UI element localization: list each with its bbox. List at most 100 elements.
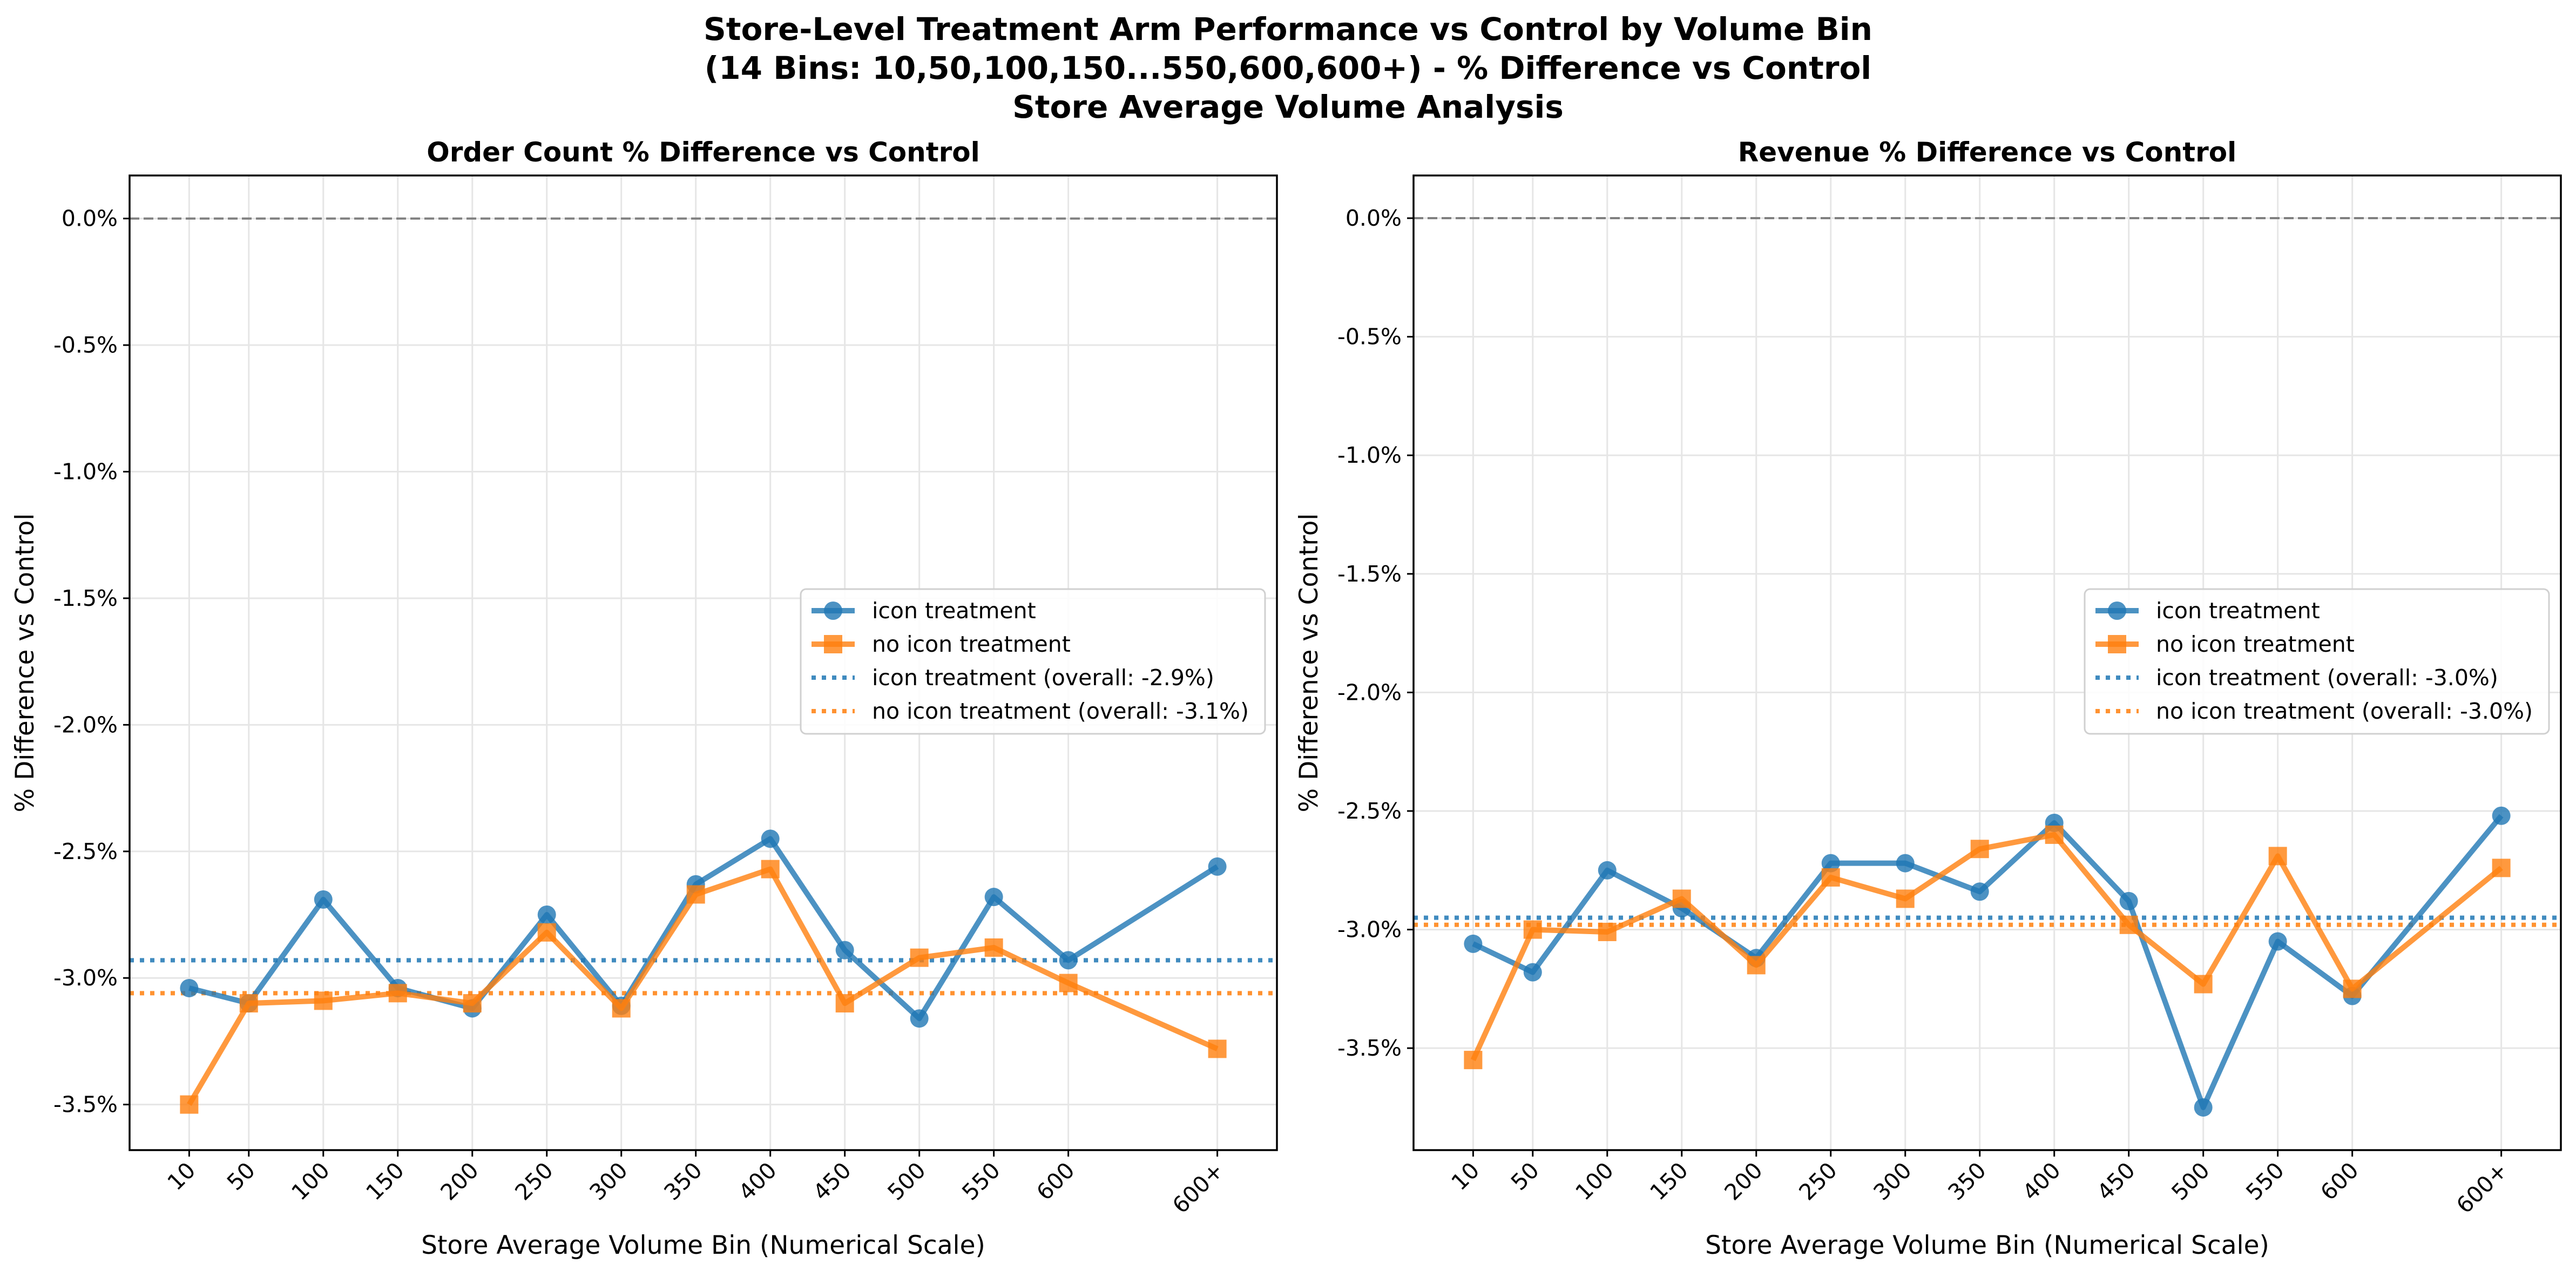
x-tick-label-600+: 600+ xyxy=(2451,1157,2513,1219)
data-point-no-icon-10 xyxy=(180,1095,199,1114)
y-tick-label-6: -3.0% xyxy=(1337,917,1402,943)
x-tick-label-450: 450 xyxy=(2092,1157,2140,1205)
series-line-no-icon xyxy=(1470,832,2503,1062)
legend-label-no-icon-overall: no icon treatment (overall: -3.1%) xyxy=(872,698,1249,724)
y-axis-label: % Difference vs Control xyxy=(10,513,40,813)
chart-title: Order Count % Difference vs Control xyxy=(427,137,980,168)
chart-panel-2: 0.0% -0.5% -1.0% -1.5% -2.0% -2.5% -3.0% -3.5% 1… xyxy=(1294,137,2562,1260)
x-tick-label-500: 500 xyxy=(882,1157,930,1205)
x-tick-label-50: 50 xyxy=(1506,1157,1544,1195)
data-point-icon-450 xyxy=(835,941,854,960)
x-tick-label-200: 200 xyxy=(436,1157,484,1205)
x-tick-label-100: 100 xyxy=(287,1157,335,1205)
data-point-no-icon-600 xyxy=(1059,974,1078,992)
x-tick-label-150: 150 xyxy=(1645,1157,1693,1205)
y-tick-label-5: -2.5% xyxy=(1337,798,1402,824)
data-point-no-icon-150 xyxy=(388,984,407,1003)
legend-label-icon-overall: icon treatment (overall: -3.0%) xyxy=(2156,665,2498,691)
x-tick-label-500: 500 xyxy=(2166,1157,2214,1205)
legend-label-no-icon: no icon treatment xyxy=(2156,631,2355,657)
x-tick-label-600: 600 xyxy=(2315,1157,2363,1205)
data-point-no-icon-100 xyxy=(1598,922,1617,941)
legend: icon treatment no icon treatment icon trea… xyxy=(2084,588,2550,735)
series-line-icon xyxy=(188,836,1219,1022)
data-point-icon-300 xyxy=(1896,854,1915,873)
x-tick-label-10: 10 xyxy=(1446,1157,1485,1195)
data-point-no-icon-450 xyxy=(2119,915,2138,934)
data-point-no-icon-450 xyxy=(835,994,854,1013)
legend-label-icon-overall: icon treatment (overall: -2.9%) xyxy=(872,665,1214,691)
x-tick-label-300: 300 xyxy=(585,1157,633,1205)
x-tick-label-300: 300 xyxy=(1869,1157,1917,1205)
legend-marker-icon xyxy=(2108,602,2126,620)
data-point-no-icon-200 xyxy=(463,994,482,1013)
x-tick-label-150: 150 xyxy=(361,1157,409,1205)
data-point-icon-500 xyxy=(2194,1098,2213,1117)
y-tick-label-3: -1.5% xyxy=(53,585,118,611)
x-tick-label-200: 200 xyxy=(1720,1157,1768,1205)
legend-box xyxy=(800,588,1266,735)
data-point-icon-600+ xyxy=(1208,857,1227,876)
data-point-no-icon-200 xyxy=(1747,956,1766,975)
y-tick-label-1: -0.5% xyxy=(53,332,118,358)
data-point-no-icon-400 xyxy=(2045,825,2064,844)
figure-title-line-3: Store Average Volume Analysis xyxy=(1012,89,1564,125)
y-tick-label-5: -2.5% xyxy=(53,839,118,864)
data-point-icon-350 xyxy=(1970,882,1989,901)
data-point-no-icon-600 xyxy=(2343,979,2362,998)
data-point-no-icon-400 xyxy=(761,860,780,879)
data-point-icon-500 xyxy=(910,1009,929,1028)
y-tick-label-7: -3.5% xyxy=(53,1092,118,1118)
figure-title-line-1: Store-Level Treatment Arm Performance vs… xyxy=(704,11,1872,48)
figure-title: Store-Level Treatment Arm Performance vs… xyxy=(0,10,2576,126)
data-point-no-icon-250 xyxy=(537,923,556,942)
data-point-no-icon-100 xyxy=(314,991,333,1010)
data-point-no-icon-600+ xyxy=(1208,1039,1227,1058)
data-point-icon-600+ xyxy=(2492,806,2511,825)
x-tick-label-450: 450 xyxy=(808,1157,856,1205)
data-point-icon-550 xyxy=(984,888,1003,907)
legend-label-no-icon-overall: no icon treatment (overall: -3.0%) xyxy=(2156,698,2533,724)
x-axis-label: Store Average Volume Bin (Numerical Scal… xyxy=(421,1231,985,1260)
y-tick-label-0: 0.0% xyxy=(1346,205,1402,231)
y-tick-label-4: -2.0% xyxy=(53,712,118,738)
data-point-no-icon-50 xyxy=(1523,920,1542,939)
y-tick-label-0: 0.0% xyxy=(62,206,118,232)
y-tick-label-7: -3.5% xyxy=(1337,1035,1402,1061)
data-point-no-icon-550 xyxy=(2268,847,2287,866)
data-point-no-icon-50 xyxy=(239,994,258,1013)
x-tick-label-50: 50 xyxy=(222,1157,260,1195)
y-tick-label-2: -1.0% xyxy=(1337,442,1402,468)
legend-box xyxy=(2084,588,2550,735)
data-point-no-icon-600+ xyxy=(2492,859,2511,877)
data-point-icon-50 xyxy=(1523,963,1542,982)
y-tick-label-2: -1.0% xyxy=(53,459,118,485)
y-axis-label: % Difference vs Control xyxy=(1294,513,1324,813)
x-tick-label-100: 100 xyxy=(1571,1157,1619,1205)
data-point-no-icon-550 xyxy=(984,938,1003,957)
x-tick-label-550: 550 xyxy=(957,1157,1005,1205)
y-tick-label-1: -0.5% xyxy=(1337,324,1402,350)
data-point-no-icon-300 xyxy=(1896,889,1915,908)
data-point-no-icon-350 xyxy=(686,885,705,904)
x-tick-label-350: 350 xyxy=(1943,1157,1991,1205)
chart-panel-1: 0.0% -0.5% -1.0% -1.5% -2.0% -2.5% -3.0% -3.5% 1… xyxy=(10,137,1278,1260)
chart-title: Revenue % Difference vs Control xyxy=(1738,137,2237,168)
legend-marker-icon xyxy=(824,602,842,620)
data-point-no-icon-250 xyxy=(1821,868,1840,887)
x-tick-label-350: 350 xyxy=(659,1157,707,1205)
data-point-no-icon-500 xyxy=(2194,975,2213,994)
data-point-no-icon-500 xyxy=(910,948,929,967)
legend-marker-no-icon xyxy=(824,635,842,653)
data-point-icon-450 xyxy=(2119,891,2138,910)
data-point-no-icon-150 xyxy=(1672,889,1691,908)
plot-frame xyxy=(1412,174,2562,1151)
x-tick-label-600+: 600+ xyxy=(1167,1157,1229,1219)
x-tick-label-10: 10 xyxy=(163,1157,201,1195)
legend: icon treatment no icon treatment icon trea… xyxy=(800,588,1266,735)
data-point-no-icon-350 xyxy=(1970,840,1989,859)
x-tick-label-400: 400 xyxy=(2017,1157,2065,1205)
data-point-icon-250 xyxy=(537,905,556,924)
data-point-icon-10 xyxy=(1464,934,1483,953)
